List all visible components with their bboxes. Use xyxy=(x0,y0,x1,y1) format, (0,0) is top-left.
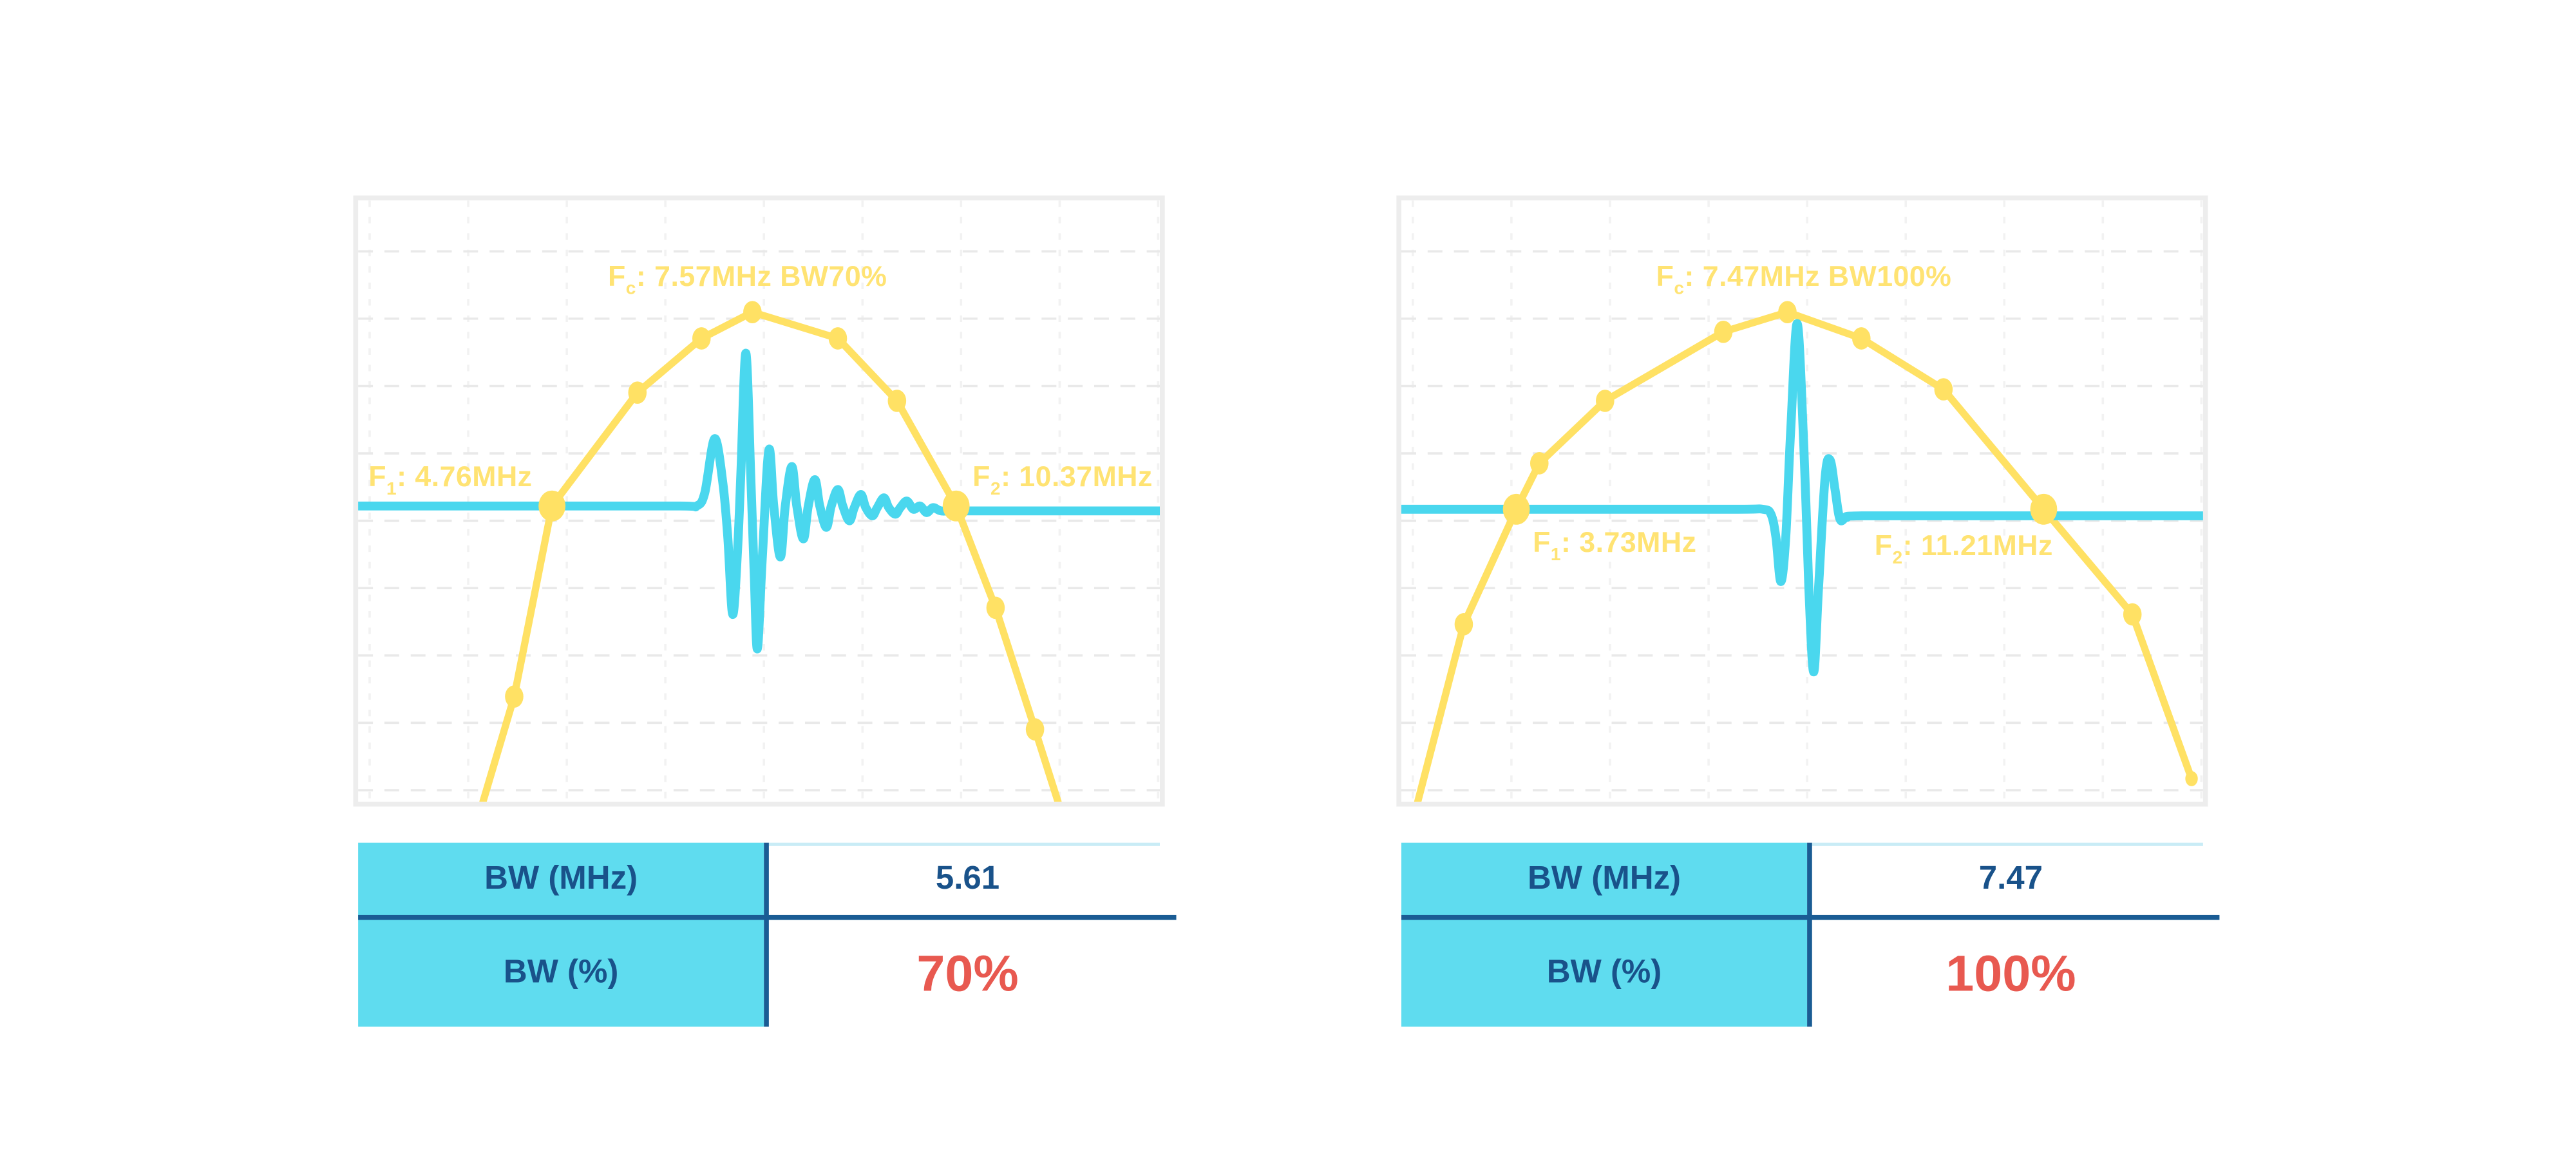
spectrum-curve-left xyxy=(479,308,1062,802)
bw-mhz-value: 7.47 xyxy=(1978,860,2043,896)
bw-table-right-top-border xyxy=(1812,842,2203,846)
spectrum-data-point xyxy=(887,390,907,412)
spectrum-chart-left: Fc: 7.57MHz BW70% F1: 4.76MHz F2: 10.37MHz xyxy=(353,195,1165,807)
spectrum-data-point xyxy=(828,327,848,350)
spectrum-data-point xyxy=(1714,320,1733,343)
bw-percent-label: BW (%) xyxy=(1546,954,1662,991)
bw-percent-value: 70% xyxy=(916,943,1019,1001)
f1-frequency-label-left: F1: 4.76MHz xyxy=(368,461,532,498)
f2-frequency-label-right: F2: 11.21MHz xyxy=(1875,530,2053,567)
bw-table-right-header-background xyxy=(1401,842,1808,1027)
spectrum-data-point xyxy=(1454,613,1473,636)
bw-percent-value: 100% xyxy=(1946,943,2076,1001)
bandwidth-crossing-point xyxy=(538,490,566,522)
fc-frequency-label-right: Fc: 7.47MHz BW100% xyxy=(1656,261,1952,298)
bandwidth-crossing-point xyxy=(2030,493,2058,525)
spectrum-data-point xyxy=(1778,301,1797,324)
bandwidth-crossing-point xyxy=(1502,493,1530,525)
bandwidth-crossing-point xyxy=(942,490,970,522)
spectrum-curve-right xyxy=(1414,308,2195,802)
bw-mhz-label: BW (MHz) xyxy=(484,860,638,896)
f1-frequency-label-right: F1: 3.73MHz xyxy=(1533,527,1696,564)
spectrum-end-point xyxy=(2185,771,2198,786)
bw-mhz-value: 5.61 xyxy=(935,860,1000,896)
bw-table-left-top-border xyxy=(768,842,1160,846)
fc-frequency-label-left: Fc: 7.57MHz BW70% xyxy=(608,261,887,298)
f2-frequency-label-left: F2: 10.37MHz xyxy=(972,461,1153,498)
spectrum-data-point xyxy=(1934,378,1953,401)
spectrum-data-point xyxy=(1596,390,1615,412)
spectrum-chart-right-svg: Fc: 7.47MHz BW100% F1: 3.73MHz F2: 11.21MH… xyxy=(1401,200,2203,802)
spectrum-data-point xyxy=(505,685,524,708)
spectrum-chart-right: Fc: 7.47MHz BW100% F1: 3.73MHz F2: 11.21MH… xyxy=(1396,195,2208,807)
spectrum-data-point xyxy=(1025,718,1045,741)
bw-table-left-column-divider xyxy=(764,842,769,1027)
spectrum-data-point xyxy=(743,301,762,324)
pulse-waveform-left xyxy=(358,348,1160,654)
bw-percent-label: BW (%) xyxy=(503,954,619,991)
bw-mhz-label: BW (MHz) xyxy=(1528,860,1681,896)
spectrum-data-point xyxy=(628,381,647,404)
bw-table-right: BW (MHz) BW (%) 7.47 100% xyxy=(1401,842,2220,1027)
bw-table-left-header-background xyxy=(358,842,764,1027)
spectrum-data-point xyxy=(1530,452,1549,475)
spectrum-data-point xyxy=(1852,327,1871,350)
spectrum-data-point xyxy=(692,327,711,350)
spectrum-data-point xyxy=(2123,603,2142,626)
bw-table-right-column-divider xyxy=(1807,842,1812,1027)
spectrum-chart-left-svg: Fc: 7.57MHz BW70% F1: 4.76MHz F2: 10.37MHz xyxy=(358,200,1160,802)
bw-table-left: BW (MHz) BW (%) 5.61 70% xyxy=(358,842,1177,1027)
pulse-waveform-right xyxy=(1401,319,2203,677)
spectrum-data-point xyxy=(986,596,1005,620)
